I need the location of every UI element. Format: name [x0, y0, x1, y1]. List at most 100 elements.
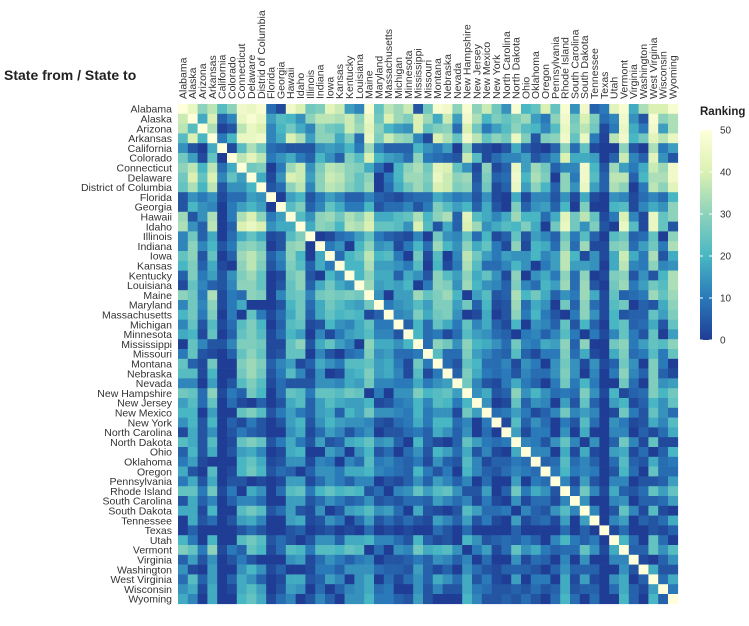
heatmap-cell [550, 153, 561, 164]
heatmap-cell [540, 211, 551, 222]
heatmap-cell [197, 162, 208, 173]
heatmap-cell [266, 172, 277, 183]
heatmap-cell [393, 407, 404, 418]
heatmap-cell [305, 123, 316, 134]
heatmap-cell [266, 241, 277, 252]
heatmap-cell [295, 554, 306, 565]
heatmap-cell [511, 260, 522, 271]
heatmap-cell [472, 290, 483, 301]
heatmap-cell [383, 358, 394, 369]
heatmap-cell [383, 231, 394, 242]
heatmap-cell [638, 251, 649, 262]
heatmap-cell [432, 398, 443, 409]
heatmap-cell [521, 260, 532, 271]
heatmap-cell [491, 329, 502, 340]
heatmap-cell [393, 113, 404, 124]
heatmap-cell [432, 329, 443, 340]
heatmap-cell [393, 221, 404, 232]
heatmap-cell [364, 104, 375, 115]
heatmap-cell [246, 486, 257, 497]
heatmap-cell [521, 447, 532, 458]
heatmap-cell [658, 584, 669, 595]
heatmap-cell [393, 319, 404, 330]
heatmap-cell [560, 329, 571, 340]
heatmap-cell [217, 466, 228, 477]
heatmap-cell [285, 211, 296, 222]
heatmap-cell [442, 251, 453, 262]
heatmap-cell [256, 584, 267, 595]
heatmap-cell [295, 476, 306, 487]
heatmap-cell [227, 260, 238, 271]
heatmap-cell [413, 496, 424, 507]
heatmap-cell [550, 437, 561, 448]
heatmap-cell [364, 329, 375, 340]
heatmap-cell [511, 290, 522, 301]
heatmap-cell [413, 221, 424, 232]
heatmap-cell [540, 476, 551, 487]
heatmap-cell [354, 554, 365, 565]
heatmap-cell [579, 104, 590, 115]
heatmap-cell [285, 564, 296, 575]
heatmap-cell [609, 162, 620, 173]
heatmap-cell [325, 368, 336, 379]
heatmap-cell [491, 584, 502, 595]
heatmap-cell [481, 349, 492, 360]
heatmap-cell [285, 221, 296, 232]
heatmap-cell [442, 290, 453, 301]
heatmap-cell [668, 505, 679, 516]
heatmap-cell [374, 388, 385, 399]
heatmap-cell [638, 456, 649, 467]
heatmap-cell [276, 104, 287, 115]
heatmap-cell [570, 388, 581, 399]
heatmap-cell [197, 192, 208, 203]
heatmap-cell [423, 182, 434, 193]
heatmap-cell [236, 505, 247, 516]
heatmap-cell [638, 211, 649, 222]
heatmap-cell [648, 231, 659, 242]
heatmap-cell [393, 192, 404, 203]
heatmap-cell [501, 525, 512, 536]
heatmap-cell [266, 309, 277, 320]
heatmap-cell [315, 496, 326, 507]
heatmap-cell [334, 104, 345, 115]
heatmap-cell [393, 231, 404, 242]
heatmap-cell [246, 162, 257, 173]
heatmap-cell [452, 241, 463, 252]
heatmap-cell [521, 123, 532, 134]
heatmap-cell [619, 398, 630, 409]
heatmap-cell [383, 535, 394, 546]
row-label: Connecticut [117, 163, 173, 175]
heatmap-cell [285, 358, 296, 369]
column-label: Connecticut [236, 43, 248, 99]
heatmap-cell [423, 417, 434, 428]
heatmap-cell [295, 545, 306, 556]
heatmap-cell [266, 427, 277, 438]
heatmap-cell [403, 329, 414, 340]
heatmap-cell [266, 496, 277, 507]
heatmap-cell [423, 476, 434, 487]
heatmap-cell [628, 545, 639, 556]
heatmap-cell [501, 486, 512, 497]
heatmap-cell [560, 113, 571, 124]
heatmap-cell [413, 270, 424, 281]
column-label: Rhode Island [560, 37, 572, 99]
heatmap-cell [393, 133, 404, 144]
row-label: Iowa [150, 251, 172, 263]
heatmap-cell [511, 427, 522, 438]
heatmap-cell [462, 407, 473, 418]
heatmap-cell [178, 476, 189, 487]
heatmap-cell [374, 251, 385, 262]
heatmap-cell [442, 329, 453, 340]
heatmap-cell [285, 574, 296, 585]
heatmap-cell [354, 476, 365, 487]
heatmap-cell [619, 300, 630, 311]
heatmap-cell [187, 515, 198, 526]
heatmap-cell [609, 123, 620, 134]
heatmap-cell [383, 113, 394, 124]
heatmap-cell [579, 260, 590, 271]
heatmap-cell [187, 476, 198, 487]
heatmap-cell [658, 564, 669, 575]
heatmap-cell [491, 496, 502, 507]
heatmap-cell [187, 182, 198, 193]
heatmap-cell [628, 407, 639, 418]
